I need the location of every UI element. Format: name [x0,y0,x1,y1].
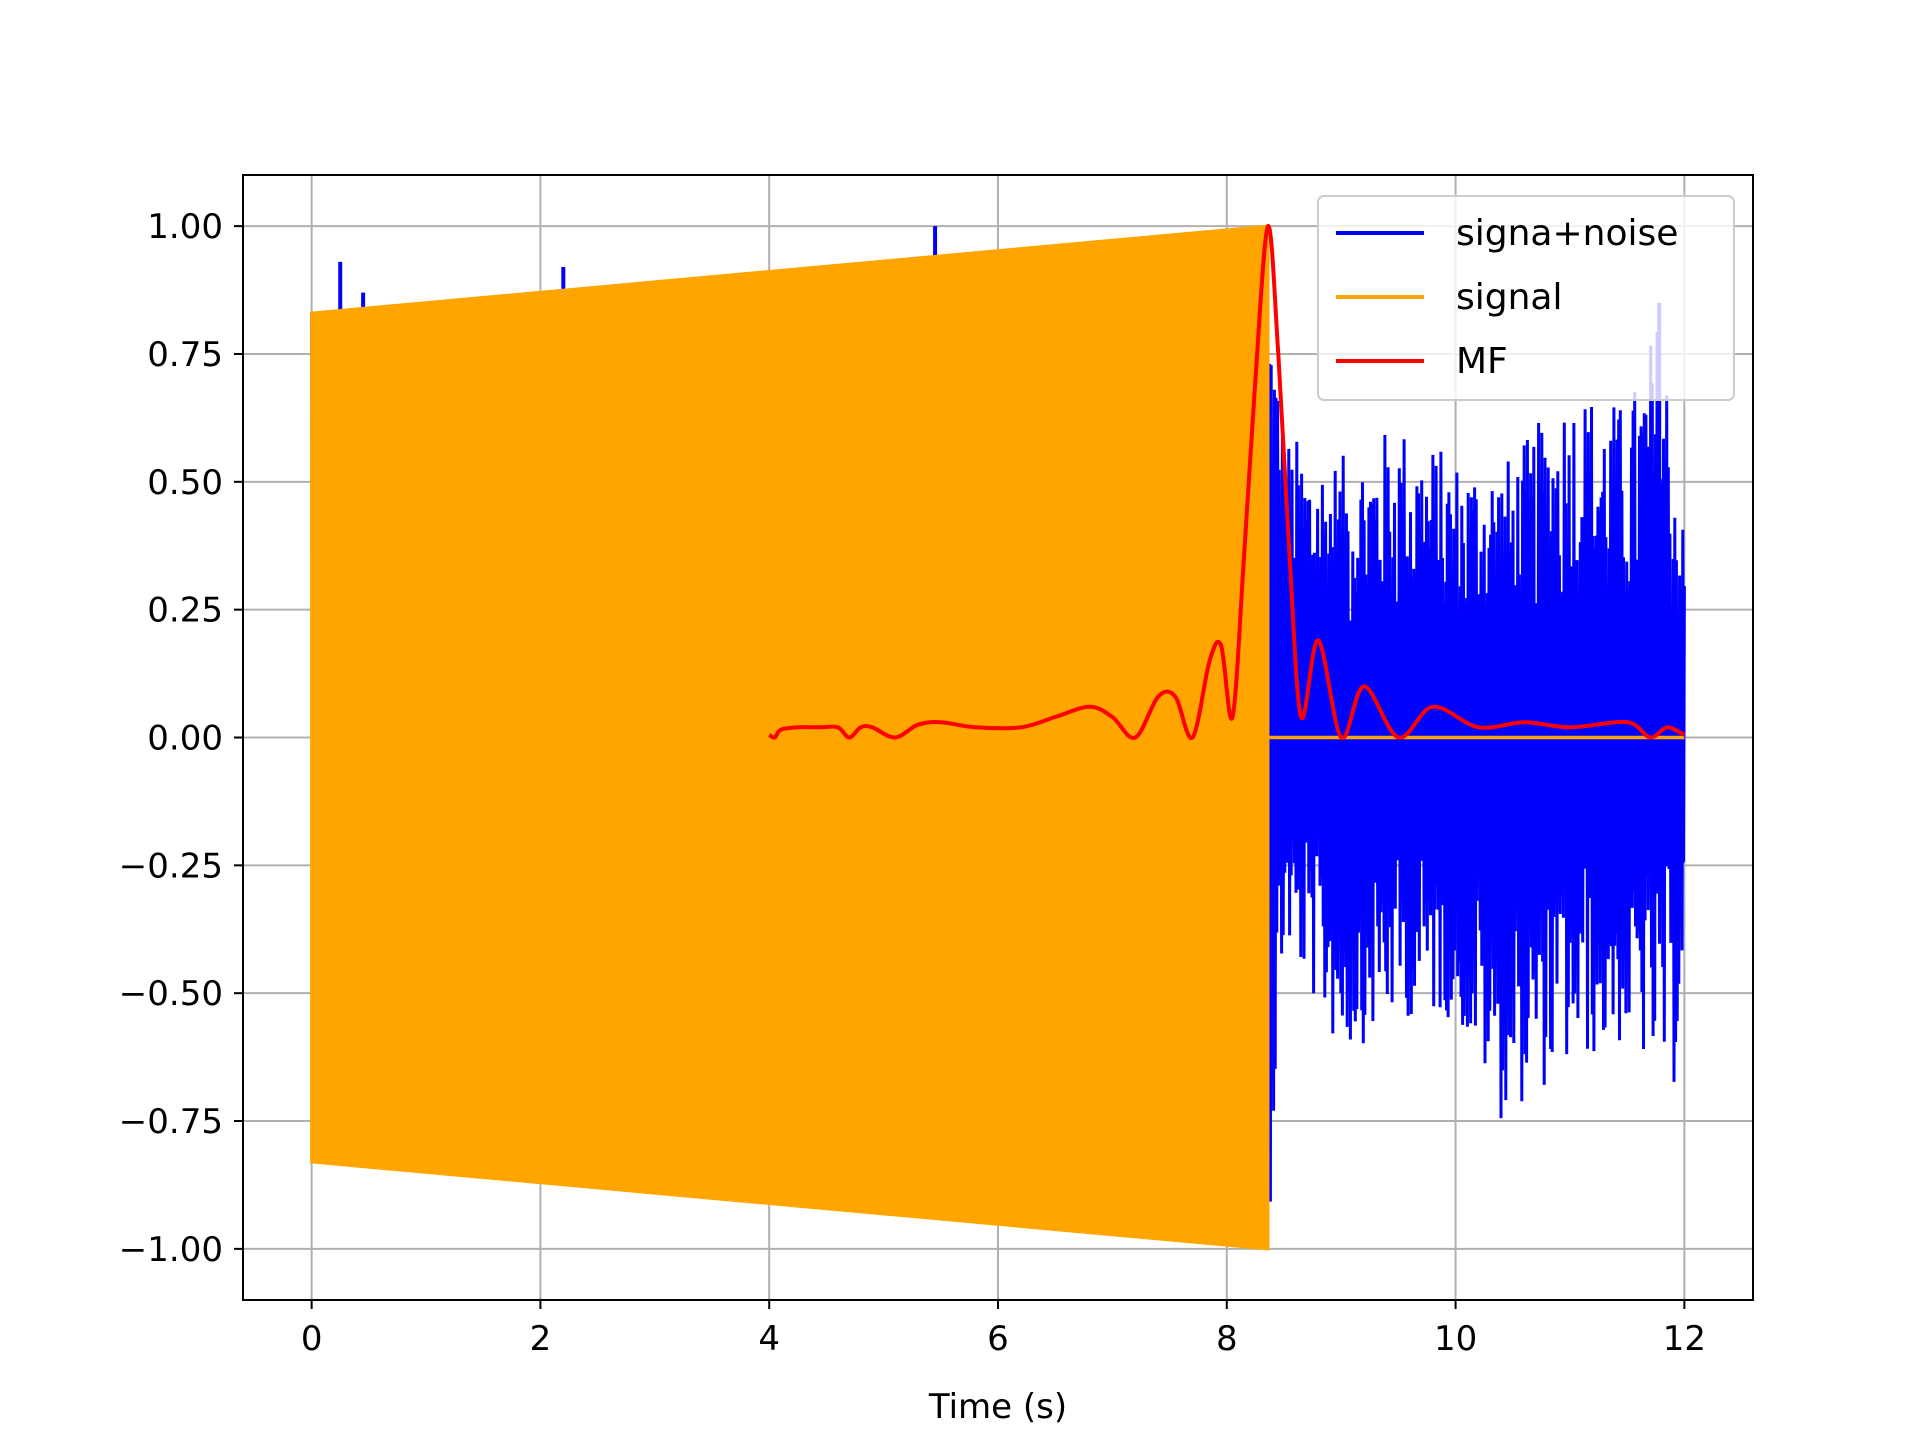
x-axis-label: Time (s) [928,1387,1067,1427]
x-tick-label: 2 [530,1319,552,1359]
x-tick-label: 6 [987,1319,1009,1359]
x-tick-label: 0 [301,1319,323,1359]
y-tick-label: 0.00 [147,719,223,759]
y-tick-label: 0.50 [147,463,223,503]
legend-label: signa+noise [1456,213,1678,254]
y-tick-label: −0.50 [119,974,223,1014]
y-tick-label: 1.00 [147,207,223,247]
y-tick-label: 0.75 [147,335,223,375]
legend-label: MF [1456,341,1508,382]
x-tick-label: 10 [1434,1319,1477,1359]
x-tick-label: 8 [1216,1319,1238,1359]
ticks: 0 2 4 6 8 10 12 1.00 0.75 0.50 0.25 0.00 −0.25 −0.50 −… [119,207,1706,1359]
series-layer [310,224,1686,1251]
y-tick-label: −1.00 [119,1230,223,1270]
y-tick-label: −0.75 [119,1102,223,1142]
y-tick-label: −0.25 [119,846,223,886]
x-tick-label: 4 [758,1319,780,1359]
legend-box [1317,195,1735,401]
series-mf-line [768,224,1686,740]
series-signal-chirp [310,224,1270,1251]
legend: signa+noise signal MF [1317,195,1735,401]
legend-label: signal [1456,277,1563,318]
y-tick-label: 0.25 [147,591,223,631]
x-tick-label: 12 [1663,1319,1706,1359]
